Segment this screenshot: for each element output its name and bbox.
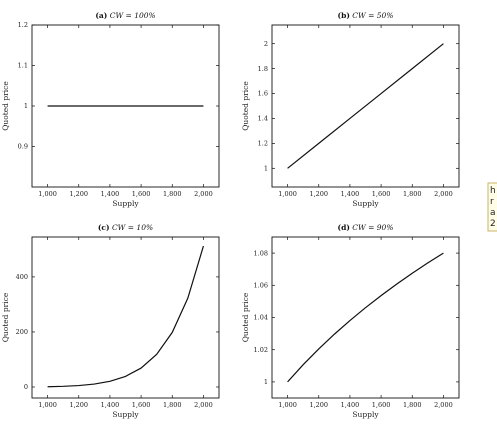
x-axis-label: Supply [352,410,379,419]
y-tick-label: 1.2 [18,21,28,29]
x-tick-label: 1,400 [101,190,120,198]
x-tick-label: 1,400 [101,401,120,409]
chart-title: (a) CW = 100% [95,11,155,20]
chart-panels: (a) CW = 100% 1,000 1,200 1,400 1,600 1,800 2,… [1,11,460,419]
series-line [47,245,204,388]
x-tick-label: 2,000 [194,401,213,409]
y-axis-label: Quoted price [1,292,10,342]
x-tick-label: 2,000 [194,190,213,198]
chart-panel: (b) CW = 50% 1,000 1,200 1,400 1,600 1,800 2,0… [241,11,460,208]
overflow-note-box [487,182,497,232]
overflow-note-line: 2 [490,219,496,229]
panel-title: CW = 10% [112,223,153,232]
panel-tag: (b) [338,11,350,20]
y-tick-label: 1.04 [254,314,268,322]
overflow-note: h r a 2 [487,182,497,232]
x-tick-label: 1,600 [132,401,151,409]
overflow-note-line: h [490,186,496,196]
panel-tag: (d) [338,223,350,232]
y-tick-label: 200 [16,328,28,336]
overflow-note-line: r [490,197,494,207]
series-line [287,43,444,169]
y-axis-label: Quoted price [241,81,250,131]
y-tick-label: 2 [264,40,268,48]
panel-title: CW = 100% [110,11,156,20]
plot-frame [271,24,460,188]
chart-title: (b) CW = 50% [338,11,394,20]
x-tick-label: 1,200 [309,190,328,198]
x-tick-label: 1,800 [403,401,422,409]
series-line [287,252,444,383]
overflow-note-line: a [490,208,496,218]
x-tick-label: 1,200 [69,190,88,198]
x-tick-label: 1,800 [403,190,422,198]
y-tick-label: 1.4 [258,115,268,123]
x-tick-label: 1,000 [278,190,297,198]
chart-title: (c) CW = 10% [98,223,153,232]
y-tick-label: 1 [24,102,28,110]
y-tick-label: 400 [16,273,28,281]
y-tick-label: 1.6 [258,90,268,98]
plot-frame [31,236,220,399]
x-tick-label: 1,200 [69,401,88,409]
y-axis-label: Quoted price [1,81,10,131]
y-tick-label: 1.2 [258,140,268,148]
y-axis-label: Quoted price [241,292,250,342]
x-tick-label: 1,000 [278,401,297,409]
y-tick-label: 1 [264,165,268,173]
y-tick-label: 1.8 [258,65,268,73]
x-tick-label: 1,600 [132,190,151,198]
x-tick-label: 1,600 [372,190,391,198]
x-axis-label: Supply [112,199,139,208]
x-tick-label: 1,000 [38,401,57,409]
panel-tag: (a) [95,11,107,20]
x-tick-label: 1,600 [372,401,391,409]
x-tick-label: 1,800 [163,401,182,409]
chart-panel: (c) CW = 10% 1,000 1,200 1,400 1,600 1,800 2,0… [1,223,220,419]
chart-title: (d) CW = 90% [338,223,394,232]
x-tick-label: 1,000 [38,190,57,198]
panel-title: CW = 50% [352,11,393,20]
y-tick-label: 1.02 [254,346,268,354]
panel-tag: (c) [98,223,110,232]
y-tick-label: 1.06 [254,282,268,290]
x-tick-label: 1,200 [309,401,328,409]
y-tick-label: 1.1 [18,62,28,70]
x-tick-label: 1,400 [341,190,360,198]
y-tick-label: 1.08 [254,249,268,257]
y-tick-label: 0 [24,383,28,391]
x-tick-label: 2,000 [434,401,453,409]
y-tick-label: 1 [264,378,268,386]
panel-title: CW = 90% [352,223,393,232]
x-axis-label: Supply [352,199,379,208]
y-tick-label: 0.9 [18,143,28,151]
chart-panel: (a) CW = 100% 1,000 1,200 1,400 1,600 1,800 2,… [1,11,220,208]
x-tick-label: 1,400 [341,401,360,409]
x-tick-label: 1,800 [163,190,182,198]
x-axis-label: Supply [112,410,139,419]
chart-panel: (d) CW = 90% 1,000 1,200 1,400 1,600 1,800 2,0… [241,223,460,419]
x-tick-label: 2,000 [434,190,453,198]
